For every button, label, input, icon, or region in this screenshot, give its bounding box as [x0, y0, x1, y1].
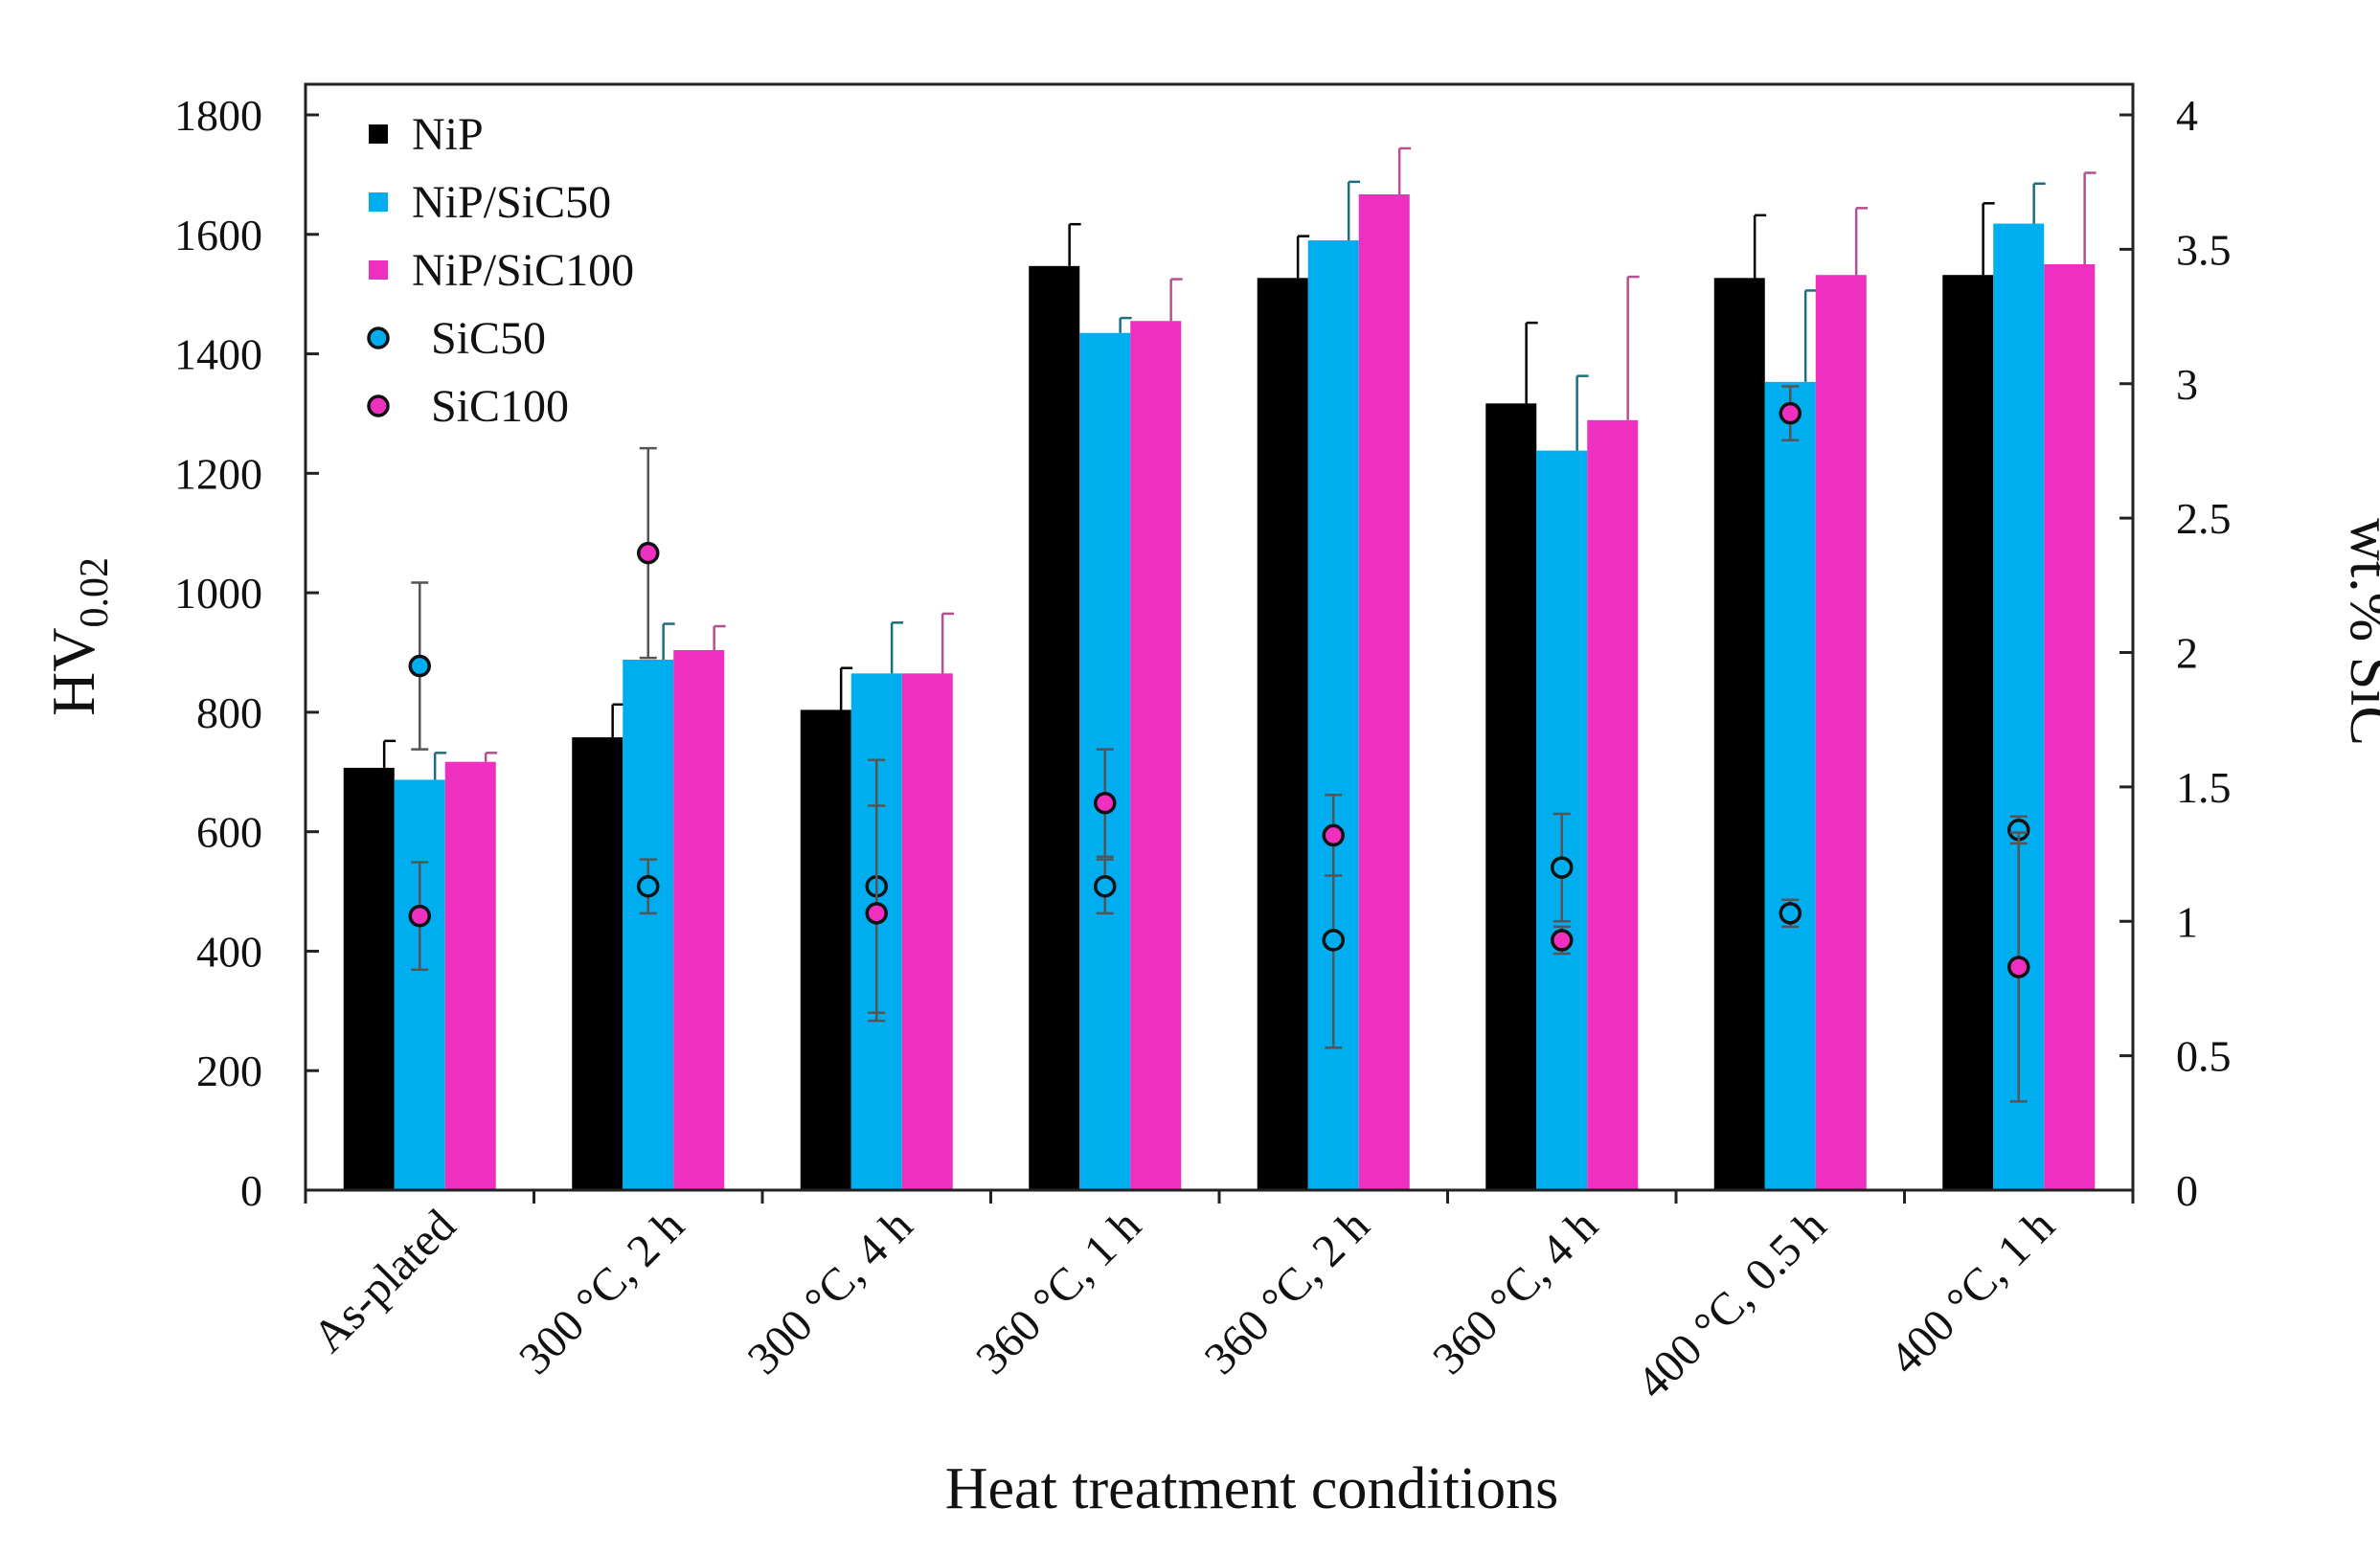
x-tick-label: 360 °C, 1 h — [966, 1200, 1150, 1384]
x-axis-title: Heat treatment conditions — [945, 1456, 1558, 1521]
y-tick-label: 1000 — [174, 569, 262, 618]
point-sic100 — [1094, 791, 1117, 815]
x-tick-label: 400 °C, 1 h — [1880, 1200, 2064, 1384]
y-tick-label: 600 — [196, 808, 262, 857]
point-sic100 — [1551, 929, 1574, 952]
y2-tick-label: 2.5 — [2176, 494, 2232, 543]
point-sic50 — [408, 654, 431, 678]
legend-label: SiC100 — [431, 381, 569, 432]
y2-tick-label: 0.5 — [2176, 1032, 2232, 1081]
bar-nip-sic100 — [444, 761, 496, 1190]
bar-nip-sic100 — [1815, 275, 1867, 1190]
legend-label: NiP/SiC100 — [412, 245, 634, 296]
legend-swatch — [369, 124, 388, 144]
y-tick-label: 1800 — [174, 91, 262, 140]
legend-swatch — [369, 260, 388, 280]
bar-nip — [1485, 403, 1537, 1190]
bar-nip-sic100 — [901, 673, 953, 1190]
bar-nip — [1942, 275, 1994, 1190]
bar-nip-sic100 — [1587, 419, 1639, 1190]
bar-nip — [343, 767, 395, 1190]
y2-tick-label: 0 — [2176, 1166, 2198, 1215]
point-sic100 — [2007, 956, 2030, 979]
y-tick-label: 800 — [196, 688, 262, 737]
point-sic100 — [408, 904, 431, 928]
point-sic50 — [1779, 902, 1802, 925]
legend-label: SiC50 — [431, 313, 546, 364]
y2-tick-label: 1 — [2176, 897, 2198, 946]
bar-nip-sic100 — [1358, 193, 1410, 1191]
point-sic50 — [637, 875, 660, 898]
point-sic50 — [1322, 929, 1345, 952]
y-axis-title: HV0.02 — [39, 557, 117, 716]
x-tick-label: 360 °C, 2 h — [1195, 1200, 1379, 1384]
bar-nip — [1257, 278, 1308, 1190]
point-sic100 — [865, 902, 888, 925]
point-sic50 — [1551, 856, 1574, 879]
legend-label: NiP/SiC50 — [412, 177, 611, 228]
chart-marks — [343, 146, 2097, 1191]
y2-tick-label: 4 — [2176, 91, 2198, 140]
bar-nip-sic100 — [1130, 321, 1182, 1190]
point-sic100 — [637, 541, 660, 565]
x-tick-label: As-plated — [304, 1200, 465, 1362]
bar-nip — [572, 737, 623, 1190]
y2-tick-label: 3 — [2176, 360, 2198, 409]
point-sic100 — [1322, 823, 1345, 847]
bar-nip — [800, 709, 851, 1190]
legend-marker — [367, 394, 390, 417]
bar-nip-sic100 — [673, 650, 725, 1190]
bar-nip-sic100 — [2044, 263, 2096, 1190]
y-tick-label: 1200 — [174, 449, 262, 498]
y2-tick-label: 2 — [2176, 629, 2198, 678]
point-sic100 — [1779, 401, 1802, 425]
y2-tick-label: 1.5 — [2176, 763, 2232, 812]
bar-nip-sic50 — [1764, 381, 1816, 1191]
bar-nip — [1029, 265, 1080, 1191]
x-tick-label: 300 °C, 2 h — [510, 1200, 693, 1384]
bar-nip — [1713, 278, 1765, 1190]
legend-label: NiP — [412, 109, 484, 160]
y-tick-label: 0 — [240, 1166, 262, 1215]
y-tick-label: 400 — [196, 927, 262, 976]
x-tick-label: 300 °C, 4 h — [738, 1200, 922, 1384]
x-tick-label: 400 °C, 0.5 h — [1627, 1200, 1836, 1408]
legend-swatch — [369, 192, 388, 212]
point-sic50 — [1094, 875, 1117, 898]
x-tick-label: 360 °C, 4 h — [1423, 1200, 1607, 1384]
y-tick-label: 1400 — [174, 330, 262, 379]
y2-axis-title: wt.% SiC — [2338, 518, 2380, 746]
bar-nip-sic50 — [623, 659, 674, 1190]
legend-marker — [367, 326, 390, 349]
y-tick-label: 200 — [196, 1047, 262, 1095]
y2-tick-label: 3.5 — [2176, 225, 2232, 274]
bar-nip-sic50 — [394, 779, 445, 1190]
y-tick-label: 1600 — [174, 211, 262, 259]
legend: NiP NiP/SiC50 NiP/SiC100 SiC50 SiC100 — [367, 109, 634, 432]
